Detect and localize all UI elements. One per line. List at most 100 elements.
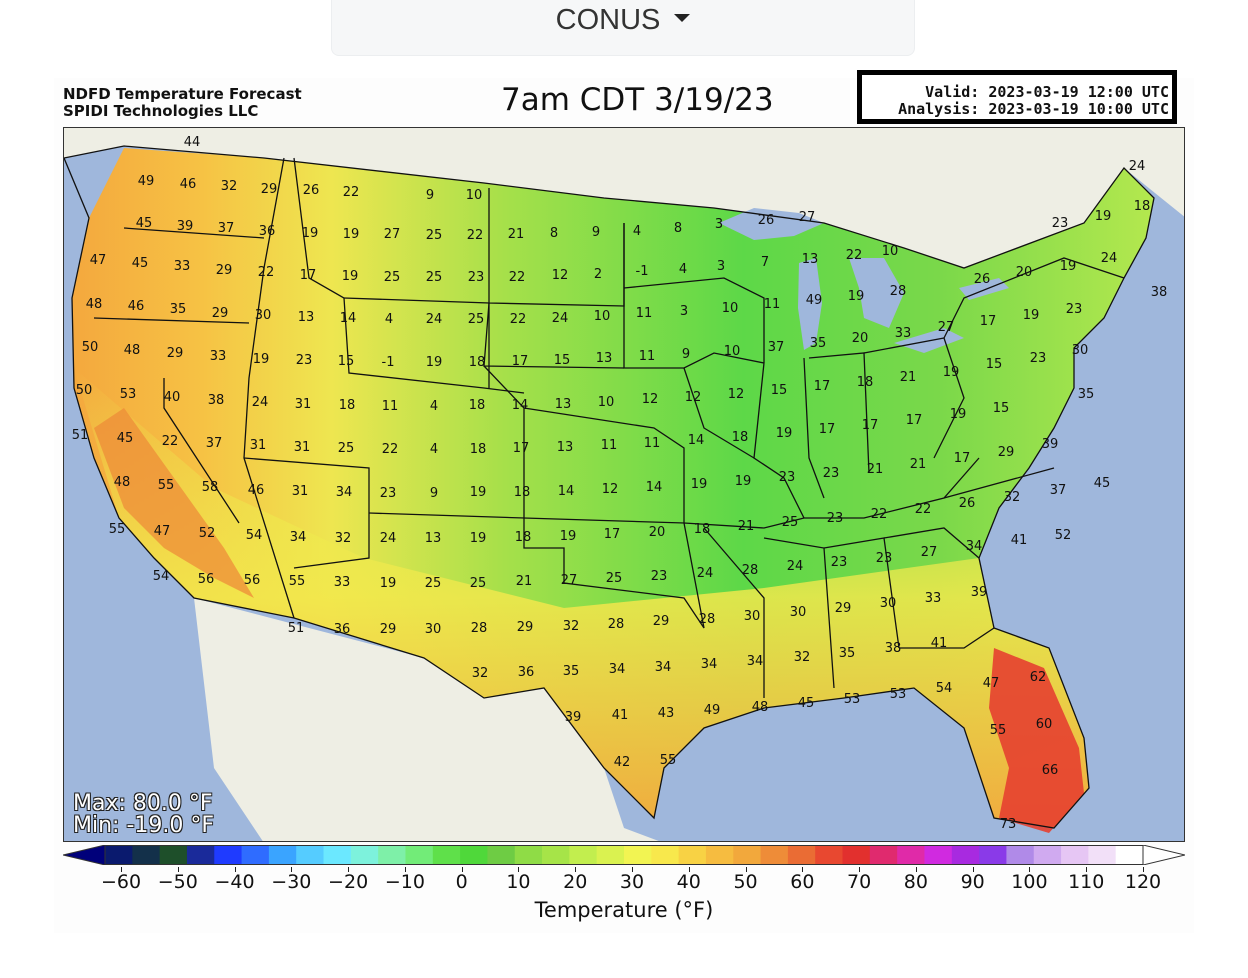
station-temp-label: 18	[514, 485, 531, 500]
station-temp-label: 56	[244, 573, 261, 588]
colorbar-swatch	[378, 845, 407, 865]
station-temp-label: 18	[515, 530, 532, 545]
station-temp-label: 19	[302, 226, 319, 241]
station-temp-label: 21	[516, 574, 533, 589]
station-temp-label: 10	[466, 188, 483, 203]
station-temp-label: 14	[512, 398, 529, 413]
station-temp-label: 26	[974, 272, 991, 287]
station-temp-label: 60	[1036, 717, 1053, 732]
colorbar-tick-mark	[575, 867, 577, 872]
station-temp-label: 25	[425, 576, 442, 591]
station-temp-label: 51	[288, 621, 305, 636]
station-temp-label: 18	[339, 398, 356, 413]
station-temp-label: 49	[138, 174, 155, 189]
station-temp-label: 19	[950, 407, 967, 422]
station-temp-label: 10	[724, 344, 741, 359]
station-temp-label: 13	[425, 531, 442, 546]
station-temp-label: 62	[1030, 670, 1047, 685]
station-temp-label: 17	[300, 268, 317, 283]
station-temp-label: 9	[426, 188, 434, 203]
station-temp-label: 17	[604, 527, 621, 542]
station-temp-label: 33	[925, 591, 942, 606]
colorbar-swatch	[542, 845, 570, 865]
station-temp-label: 35	[563, 664, 580, 679]
station-temp-label: 55	[990, 723, 1007, 738]
station-temp-label: 23	[468, 270, 485, 285]
colorbar-tick-mark	[348, 867, 350, 872]
valid-time-box: Valid: 2023-03-19 12:00 UTC Analysis: 20…	[857, 70, 1177, 124]
region-dropdown[interactable]: CONUS	[331, 0, 915, 56]
temperature-map: 44 49 46 32 29 26 22 9 10 45 39 37 36 19 19 27 25 22 21 8 9 4…	[63, 127, 1185, 842]
station-temp-label: 22	[509, 270, 526, 285]
colorbar-swatch	[1061, 845, 1089, 865]
station-temp-label: 23	[876, 551, 893, 566]
caret-down-icon[interactable]	[674, 13, 691, 22]
station-temp-label: 4	[430, 442, 438, 457]
colorbar-swatch	[733, 845, 762, 865]
colorbar-swatch	[924, 845, 953, 865]
colorbar-low-extend	[63, 845, 106, 865]
colorbar-swatch	[132, 845, 161, 865]
colorbar-swatch	[432, 845, 461, 865]
station-temp-label: 37	[768, 340, 785, 355]
station-temp-label: 23	[1030, 351, 1047, 366]
colorbar-swatch	[951, 845, 980, 865]
station-temp-label: 54	[153, 569, 170, 584]
station-temp-label: 30	[425, 622, 442, 637]
station-temp-label: 38	[885, 641, 902, 656]
station-temp-label: 13	[596, 351, 613, 366]
station-temp-label: 24	[1129, 159, 1146, 174]
lake-superior	[719, 208, 824, 240]
station-temp-label: 47	[154, 524, 171, 539]
colorbar-tick-mark	[291, 867, 293, 872]
colorbar-swatch	[705, 845, 734, 865]
station-temp-label: 22	[915, 502, 932, 517]
station-temp-label: 25	[782, 515, 799, 530]
mexico-land	[194, 598, 659, 841]
colorbar-tick-label: 90	[960, 871, 985, 893]
colorbar-tick-label: 100	[1011, 871, 1048, 893]
station-temp-label: 58	[202, 480, 219, 495]
station-temp-label: 45	[117, 431, 134, 446]
station-temp-label: 12	[685, 390, 702, 405]
station-temp-label: 27	[561, 573, 578, 588]
station-temp-label: 34	[336, 485, 353, 500]
colorbar-tick-mark	[1086, 867, 1088, 872]
station-temp-label: 24	[252, 395, 269, 410]
station-temp-label: 3	[717, 259, 725, 274]
colorbar-tick-label: 80	[903, 871, 928, 893]
station-temp-label: 35	[1078, 387, 1095, 402]
station-temp-label: 19	[943, 365, 960, 380]
station-temp-label: 26	[758, 213, 775, 228]
station-temp-label: 15	[771, 383, 788, 398]
station-temp-label: 14	[340, 311, 357, 326]
colorbar-swatch	[1088, 845, 1117, 865]
station-temp-label: 25	[384, 270, 401, 285]
colorbar-swatch	[815, 845, 844, 865]
station-temp-label: 17	[954, 451, 971, 466]
station-temp-label: 19	[691, 477, 708, 492]
station-temp-label: 25	[426, 228, 443, 243]
colorbar-tick-label: 110	[1068, 871, 1105, 893]
station-temp-label: 22	[467, 228, 484, 243]
colorbar-label: Temperature (°F)	[534, 898, 714, 922]
station-temp-label: 13	[555, 397, 572, 412]
colorbar-tick-label: −40	[214, 871, 255, 893]
station-temp-label: 9	[430, 486, 438, 501]
station-temp-label: 39	[177, 219, 194, 234]
station-temp-label: 19	[342, 269, 359, 284]
station-temp-label: 12	[728, 387, 745, 402]
station-temp-label: 7	[761, 255, 769, 270]
station-temp-label: 3	[715, 217, 723, 232]
station-temp-label: 34	[747, 654, 764, 669]
station-temp-label: 22	[382, 442, 399, 457]
station-temp-label: -1	[636, 264, 649, 279]
colorbar-tick-label: 60	[790, 871, 815, 893]
station-temp-label: 31	[294, 440, 311, 455]
colorbar-tick-mark	[632, 867, 633, 872]
station-temp-label: 15	[986, 357, 1003, 372]
colorbar-tick-mark	[121, 867, 122, 872]
station-temp-label: 12	[642, 392, 659, 407]
colorbar-swatch	[323, 845, 352, 865]
colorbar-tick-mark	[461, 867, 463, 872]
